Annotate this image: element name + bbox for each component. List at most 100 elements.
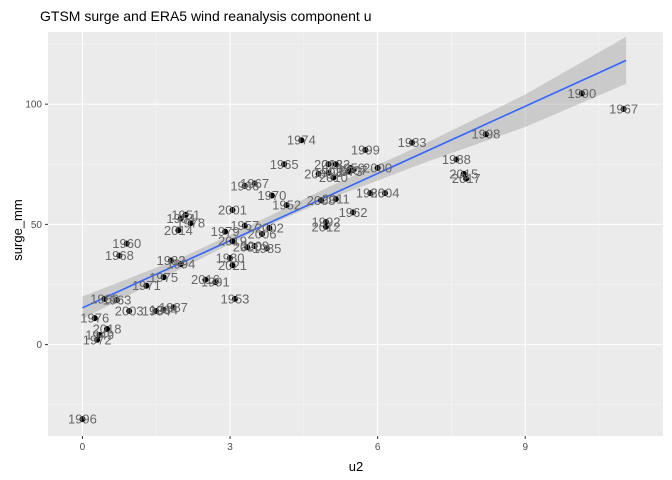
data-point xyxy=(345,168,352,175)
point-label: 1962 xyxy=(339,205,368,220)
data-point xyxy=(113,297,120,304)
point-label: 1970 xyxy=(257,188,286,203)
point-label: 1975 xyxy=(149,270,178,285)
point-label: 1994 xyxy=(166,257,195,272)
x-axis-label: u2 xyxy=(349,459,363,474)
data-point xyxy=(362,146,369,153)
point-label: 1987 xyxy=(159,300,188,315)
point-label: 1983 xyxy=(398,135,427,150)
data-point xyxy=(116,252,123,259)
point-label: 1949 xyxy=(85,328,114,343)
point-label: 1978 xyxy=(176,216,205,231)
data-point xyxy=(374,164,381,171)
point-label: 2004 xyxy=(371,186,400,201)
data-point xyxy=(182,211,189,218)
data-point xyxy=(241,222,248,229)
data-point xyxy=(460,170,467,177)
data-point xyxy=(330,174,337,181)
data-point xyxy=(175,227,182,234)
point-label: 2005 xyxy=(304,166,333,181)
x-tick-label: 3 xyxy=(227,442,233,453)
data-point xyxy=(177,215,184,222)
point-label: 1965 xyxy=(270,157,299,172)
data-point xyxy=(367,190,374,197)
data-point xyxy=(229,206,236,213)
point-label: 1966 xyxy=(230,178,259,193)
data-point xyxy=(170,304,177,311)
data-point xyxy=(143,282,150,289)
data-point xyxy=(283,202,290,209)
point-label: 1960 xyxy=(112,236,141,251)
data-point xyxy=(126,307,133,314)
data-point xyxy=(104,325,111,332)
data-point xyxy=(153,307,160,314)
point-label: 1980 xyxy=(216,251,245,266)
point-label: 1991 xyxy=(201,275,230,290)
grid-lines xyxy=(48,32,663,436)
point-label: 1968 xyxy=(105,248,134,263)
point-label: 1971 xyxy=(132,278,161,293)
point-label: 2021 xyxy=(218,258,247,273)
point-label: 1979 xyxy=(211,224,240,239)
data-point xyxy=(263,245,270,252)
data-point xyxy=(281,161,288,168)
chart-title: GTSM surge and ERA5 wind reanalysis comp… xyxy=(40,8,372,24)
point-label: 1974 xyxy=(287,133,316,148)
point-label: 2022 xyxy=(321,157,350,172)
data-point xyxy=(620,105,627,112)
data-point xyxy=(229,238,236,245)
point-label: 2020 xyxy=(233,240,262,255)
data-point xyxy=(266,224,273,231)
data-point xyxy=(187,220,194,227)
point-label: 1963 xyxy=(102,293,131,308)
point-label: 1998 xyxy=(471,127,500,142)
data-point xyxy=(168,257,174,264)
data-point xyxy=(325,161,332,168)
regression-line xyxy=(82,59,627,309)
data-point xyxy=(350,209,357,216)
data-point xyxy=(318,197,325,204)
point-label: 2008 xyxy=(307,193,336,208)
point-label: 1957 xyxy=(230,218,259,233)
data-point xyxy=(212,279,219,286)
data-point xyxy=(350,167,357,174)
data-point xyxy=(222,228,229,235)
data-point xyxy=(101,295,108,302)
regression-line-group xyxy=(82,59,627,309)
data-point xyxy=(96,332,103,338)
point-label: 1992 xyxy=(312,214,341,229)
point-label: 1996 xyxy=(68,412,97,427)
data-point xyxy=(325,169,332,176)
point-label: 2010 xyxy=(319,170,348,185)
point-label: 1982 xyxy=(157,253,186,268)
point-label: 1986 xyxy=(356,186,385,201)
data-point xyxy=(229,262,236,269)
data-point xyxy=(463,175,470,182)
y-tick-label: 0 xyxy=(36,340,42,351)
x-tick-label: 9 xyxy=(522,442,528,453)
point-label: 2019 xyxy=(218,234,247,249)
y-tick-label: 100 xyxy=(25,100,42,111)
point-label: 2000 xyxy=(363,160,392,175)
point-label: 1984 xyxy=(142,303,171,318)
data-point xyxy=(382,190,389,197)
data-point xyxy=(231,295,238,302)
point-label: 1967 xyxy=(240,176,269,191)
point-label: 2014 xyxy=(164,223,193,238)
y-axis-label: surge_mm xyxy=(10,199,25,260)
axis-ticks: 0 3 6 9 0 50 100 xyxy=(25,100,528,453)
data-point xyxy=(259,231,266,237)
point-label: 2003 xyxy=(115,303,144,318)
point-label: 1964 xyxy=(149,302,178,317)
point-label: 2006 xyxy=(248,227,277,242)
data-point xyxy=(482,131,489,138)
data-point xyxy=(298,137,305,144)
data-point xyxy=(244,244,251,251)
data-point xyxy=(160,306,167,313)
data-point xyxy=(251,180,258,187)
point-label: 1993 xyxy=(314,165,343,180)
x-tick-label: 0 xyxy=(80,442,86,453)
confidence-ribbon xyxy=(82,36,627,319)
point-label: 1951 xyxy=(171,207,200,222)
